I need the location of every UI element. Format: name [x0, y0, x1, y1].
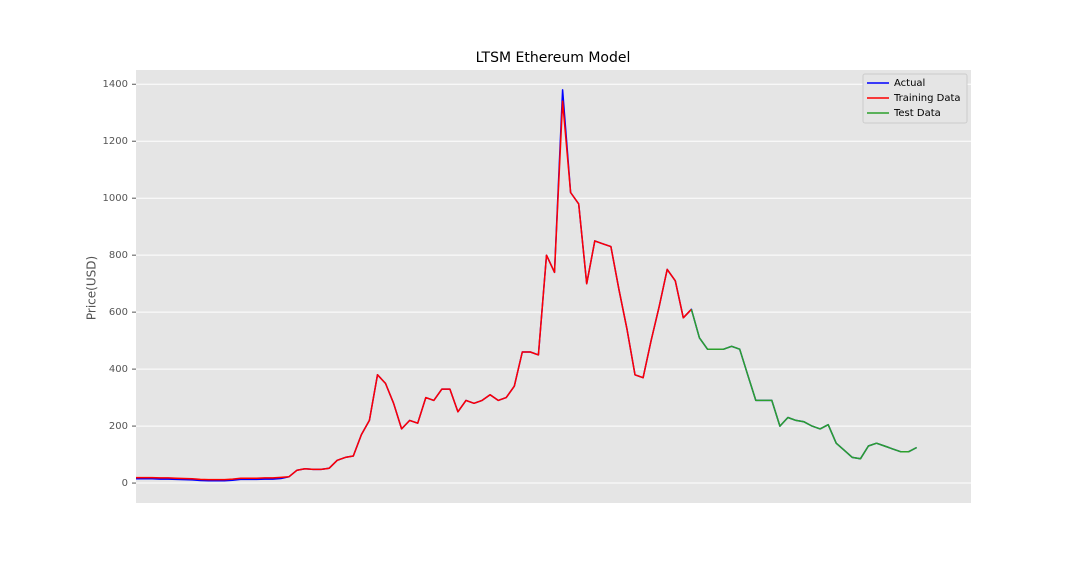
y-axis-label: Price(USD): [85, 256, 99, 320]
y-tick-label: 1400: [103, 79, 128, 90]
y-tick-label: 400: [109, 364, 128, 375]
legend-label: Actual: [894, 78, 925, 89]
legend-label: Test Data: [893, 108, 941, 119]
y-tick-label: 1000: [103, 193, 128, 204]
line-series: [136, 100, 692, 481]
y-tick-label: 200: [109, 421, 128, 432]
legend-label: Training Data: [893, 93, 961, 104]
line-series: [690, 309, 918, 460]
y-tick-label: 800: [109, 250, 128, 261]
chart-title: LTSM Ethereum Model: [476, 50, 631, 66]
legend-box: [862, 73, 968, 124]
y-tick-label: 1200: [103, 136, 128, 147]
plot-area: [136, 70, 971, 503]
y-tick-label: 0: [122, 478, 128, 489]
y-tick-label: 600: [109, 307, 128, 318]
